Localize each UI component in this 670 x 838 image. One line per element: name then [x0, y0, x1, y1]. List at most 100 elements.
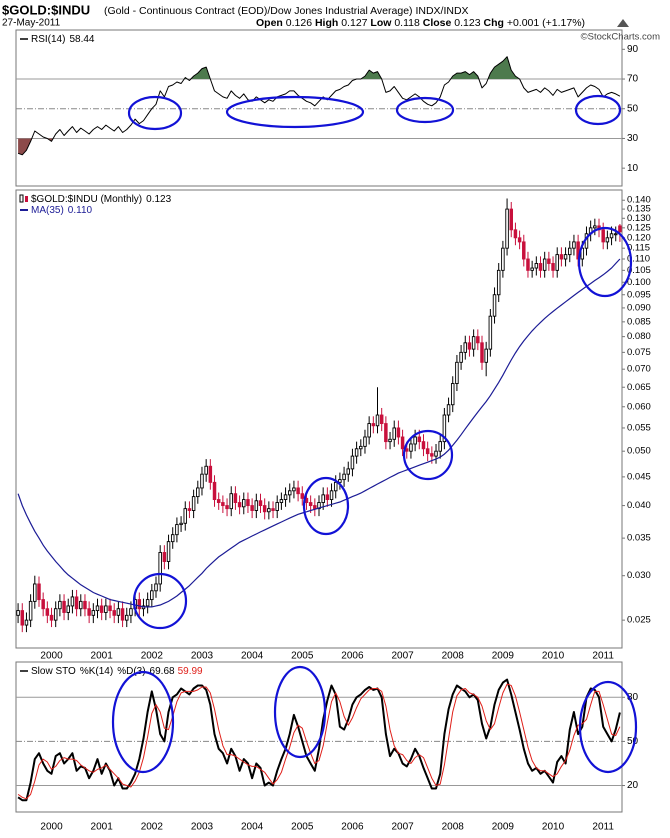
candle-body [237, 502, 242, 508]
x-tick-label: 2000 [40, 822, 63, 833]
candle-body [283, 494, 288, 501]
y-tick-label: 0.035 [627, 533, 651, 544]
y-tick-label: 0.100 [627, 277, 651, 288]
candle-body [187, 508, 192, 511]
candle-body [179, 522, 183, 526]
panels: 10 30 50 70 90 RSI(14) 58.44 0.025 0.030 0.035 0.0… [15, 29, 651, 833]
candle-body [455, 361, 459, 384]
candle-body [480, 342, 484, 363]
candle-body [417, 436, 422, 443]
legend-value: 0.110 [68, 205, 93, 216]
y-tick-label: 0.085 [627, 316, 651, 327]
candle-body [409, 443, 413, 452]
candle-body [467, 342, 472, 350]
y-tick-label: 10 [627, 163, 639, 174]
candle-body [279, 499, 284, 504]
candle-body [555, 254, 559, 271]
candle-body [442, 414, 447, 443]
y-tick-label: 0.025 [627, 615, 651, 626]
y-tick-label: 0.070 [627, 364, 651, 375]
x-tick-label: 2000 [40, 651, 63, 662]
legend-name: %D(3) [117, 666, 145, 677]
candle-body [45, 608, 50, 616]
candle-body [329, 490, 334, 501]
legend: MA(35) 0.110 [31, 205, 93, 216]
legend: $GOLD:$INDU (Monthly) 0.123 [31, 194, 172, 205]
x-tick-label: 2002 [141, 651, 164, 662]
candle-body [158, 552, 162, 585]
y-tick-label: 0.120 [627, 232, 651, 243]
candle-body [41, 599, 45, 610]
candle-body [308, 502, 313, 507]
plot-area [16, 56, 622, 156]
legend-value: 0.123 [146, 194, 171, 205]
legend-value: 69.68 [150, 666, 175, 677]
y-tick-label: 0.040 [627, 500, 651, 511]
candle-body [108, 605, 112, 612]
candle-body [129, 608, 133, 616]
quote-label: Chg [483, 17, 503, 29]
candle-body [262, 505, 267, 513]
candle-body [145, 599, 150, 607]
candle-body [300, 493, 305, 499]
quote: Open 0.126 High 0.127 Low 0.118 Close 0.… [256, 17, 585, 29]
candle-body [28, 600, 33, 621]
y-tick-label: 0.125 [627, 222, 651, 233]
candle-body [459, 351, 463, 363]
candle-body [421, 441, 426, 450]
y-tick-label: 0.030 [627, 570, 651, 581]
annotation-circle [132, 572, 188, 630]
candle-body [87, 608, 91, 616]
candle-body [375, 414, 380, 427]
candle-body [379, 414, 384, 425]
candle-body [313, 505, 317, 510]
y-tick-label: 0.095 [627, 289, 651, 300]
legend-swatch [25, 196, 28, 202]
candle-body [183, 508, 188, 524]
candle-body [62, 600, 66, 613]
annotation-circle [574, 94, 622, 126]
candle-body [137, 599, 142, 610]
candle-body [476, 336, 480, 344]
y-tick-label: 70 [627, 74, 639, 85]
candle-body [125, 614, 129, 621]
candle-body [95, 605, 100, 612]
candle-body [200, 473, 204, 489]
candle-body [425, 448, 430, 455]
candle-body [99, 605, 104, 613]
candle-body [563, 254, 568, 260]
legend: RSI(14) 58.44 [31, 34, 95, 45]
candle-body [70, 596, 75, 607]
credit: ©StockCharts.com [581, 32, 660, 43]
candle-body [37, 583, 41, 601]
x-tick-label: 2001 [91, 651, 114, 662]
candle-body [446, 404, 451, 416]
candle-body [116, 608, 121, 616]
x-tick-label: 2009 [492, 822, 515, 833]
moving-average [17, 258, 621, 608]
candle-body [488, 315, 493, 350]
x-tick-label: 2006 [341, 651, 364, 662]
candle-body [271, 508, 275, 511]
candle-body [551, 263, 555, 271]
x-tick-label: 2003 [191, 651, 214, 662]
candle-body [517, 237, 522, 243]
y-tick-label: 0.140 [627, 195, 651, 206]
x-tick-label: 2011 [592, 651, 614, 662]
candle-body [354, 448, 359, 457]
candle-body [346, 468, 351, 475]
candle-body [400, 436, 405, 450]
candle-body [74, 596, 79, 610]
candle-body [154, 583, 158, 592]
annotation-circle [578, 680, 638, 774]
candle-body [275, 502, 279, 511]
y-tick-label: 50 [627, 736, 639, 747]
x-tick-label: 2010 [542, 822, 565, 833]
candle-body [166, 541, 171, 562]
panel [15, 29, 623, 187]
candle-body [350, 455, 355, 470]
x-tick-label: 2009 [492, 651, 515, 662]
candle-body [33, 583, 37, 602]
candle-body [216, 499, 221, 504]
candle-body [150, 590, 154, 601]
